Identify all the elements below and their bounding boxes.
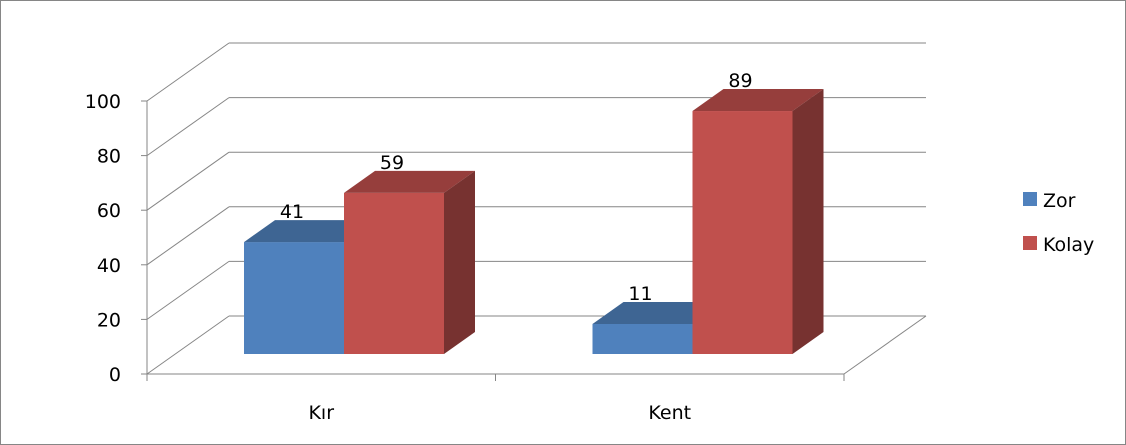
data-label: 89	[728, 70, 752, 92]
side-gridline	[146, 42, 230, 102]
y-tick-label: 20	[97, 309, 121, 331]
side-gridline	[146, 151, 230, 211]
data-labels: 41 59 11 89	[280, 70, 753, 305]
y-tick-label: 40	[97, 255, 121, 277]
legend: Zor Kolay	[1023, 190, 1094, 256]
bar-side-face	[444, 170, 475, 354]
bar-top-face	[592, 301, 724, 324]
bar-zor-kır	[244, 220, 375, 354]
legend-swatch	[1023, 236, 1037, 250]
data-label: 59	[380, 152, 404, 174]
bar-front-face	[692, 111, 793, 354]
y-tick-label: 100	[85, 91, 121, 113]
x-category-label: Kır	[308, 402, 334, 424]
bar-front-face	[244, 242, 344, 354]
y-tick-label: 80	[97, 146, 121, 168]
axes: 0 20 40 60 80 100 Kır Kent	[85, 91, 845, 424]
bar-kolay-kır	[344, 170, 475, 354]
bars	[244, 89, 824, 354]
data-label: 11	[628, 283, 652, 305]
side-gridline	[146, 315, 230, 375]
y-tick-label: 60	[97, 200, 121, 222]
bar-top-face	[344, 170, 475, 193]
bar-front-face	[592, 323, 693, 354]
y-tick-label: 0	[109, 364, 121, 386]
bar-top-face	[244, 220, 375, 243]
bar-side-face	[792, 89, 824, 354]
data-label: 41	[280, 201, 304, 223]
legend-label: Kolay	[1043, 234, 1094, 256]
floor-edge	[843, 315, 927, 375]
side-gridline	[146, 206, 230, 266]
legend-label: Zor	[1043, 190, 1076, 212]
side-gridline	[146, 97, 230, 157]
legend-swatch	[1023, 192, 1037, 206]
x-category-label: Kent	[648, 402, 691, 424]
side-gridline	[146, 260, 230, 320]
bar-kolay-kent	[692, 89, 824, 354]
bar-top-face	[692, 89, 824, 112]
bar-front-face	[344, 192, 444, 354]
